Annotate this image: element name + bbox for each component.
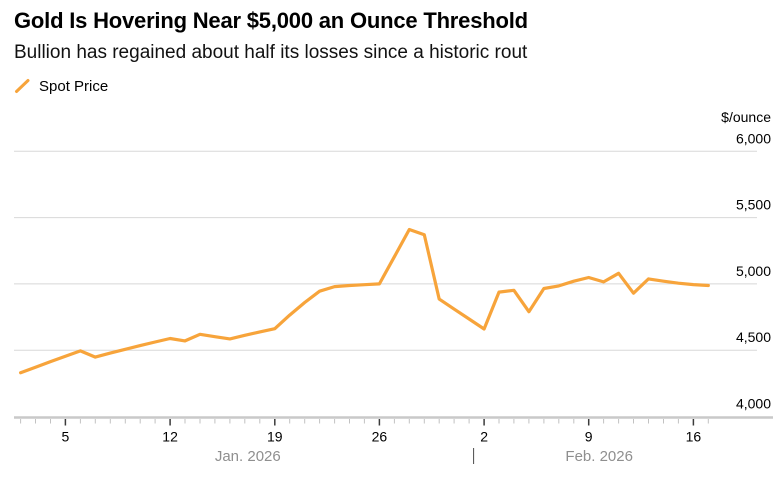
y-tick-label: 4,500 [736,329,771,345]
y-axis-unit-label: $/ounce [721,109,771,125]
x-tick-label: 16 [686,429,702,445]
page-subtitle: Bullion has regained about half its loss… [14,42,528,63]
x-tick-label: 26 [372,429,388,445]
y-tick-label: 6,000 [736,130,771,146]
legend: Spot Price [14,77,108,95]
spot-price-line [19,227,710,375]
page-title: Gold Is Hovering Near $5,000 an Ounce Th… [14,8,528,33]
x-tick-label: 19 [267,429,283,445]
orange-slash-icon [15,79,30,93]
month-label: Feb. 2026 [565,448,633,465]
x-tick-label: 12 [162,429,178,445]
month-label: Jan. 2026 [215,448,281,465]
x-tick-label: 2 [480,429,488,445]
y-tick-label: 5,000 [736,263,771,279]
y-tick-label: 5,500 [736,197,771,213]
x-tick-label: 9 [585,429,593,445]
legend-item-spot-price: Spot Price [39,77,109,95]
y-tick-label: 4,000 [736,396,771,412]
x-tick-label: 5 [62,429,70,445]
